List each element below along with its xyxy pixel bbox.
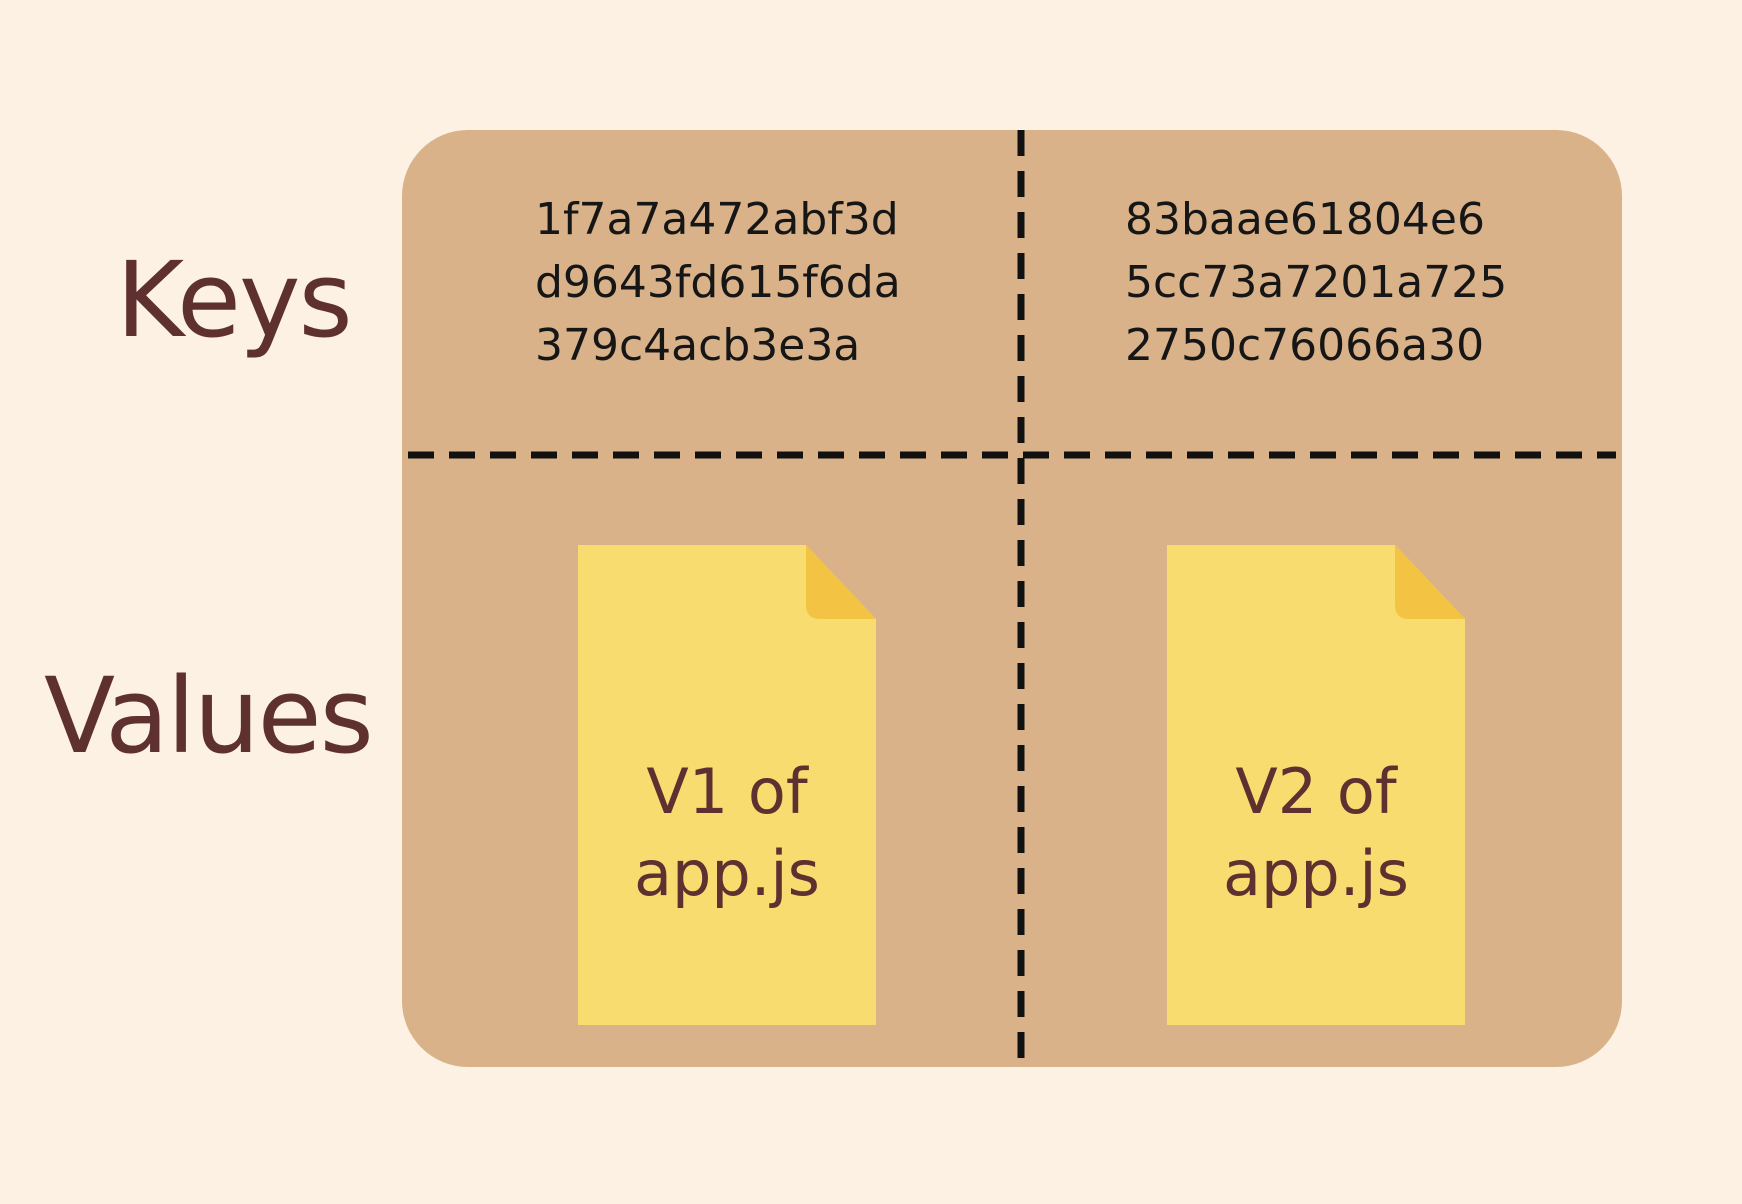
hash-line: 379c4acb3e3a <box>535 320 861 371</box>
file-label-v1: V1 of app.js <box>578 751 876 915</box>
key-hashes-v1: 1f7a7a472abf3d d9643fd615f6da 379c4acb3e… <box>535 188 901 377</box>
hash-line: 83baae61804e6 <box>1125 194 1485 245</box>
hash-line: 5cc73a7201a725 <box>1125 257 1508 308</box>
file-label-line: app.js <box>634 837 820 910</box>
file-shape <box>578 545 876 1025</box>
keys-row-label: Keys <box>116 239 353 361</box>
board-dividers <box>408 130 1616 1067</box>
key-hashes-v2: 83baae61804e6 5cc73a7201a725 2750c76066a… <box>1125 188 1507 377</box>
hash-line: 2750c76066a30 <box>1125 320 1485 371</box>
hash-line: 1f7a7a472abf3d <box>535 194 899 245</box>
file-shape <box>1167 545 1465 1025</box>
hash-line: d9643fd615f6da <box>535 257 901 308</box>
values-row-label: Values <box>44 655 374 777</box>
file-label-line: app.js <box>1223 837 1409 910</box>
file-label-v2: V2 of app.js <box>1167 751 1465 915</box>
file-document-icon: V1 of app.js <box>578 545 876 1025</box>
file-label-line: V1 of <box>646 755 808 828</box>
file-label-line: V2 of <box>1235 755 1397 828</box>
key-value-board: 1f7a7a472abf3d d9643fd615f6da 379c4acb3e… <box>402 130 1622 1067</box>
file-document-icon: V2 of app.js <box>1167 545 1465 1025</box>
